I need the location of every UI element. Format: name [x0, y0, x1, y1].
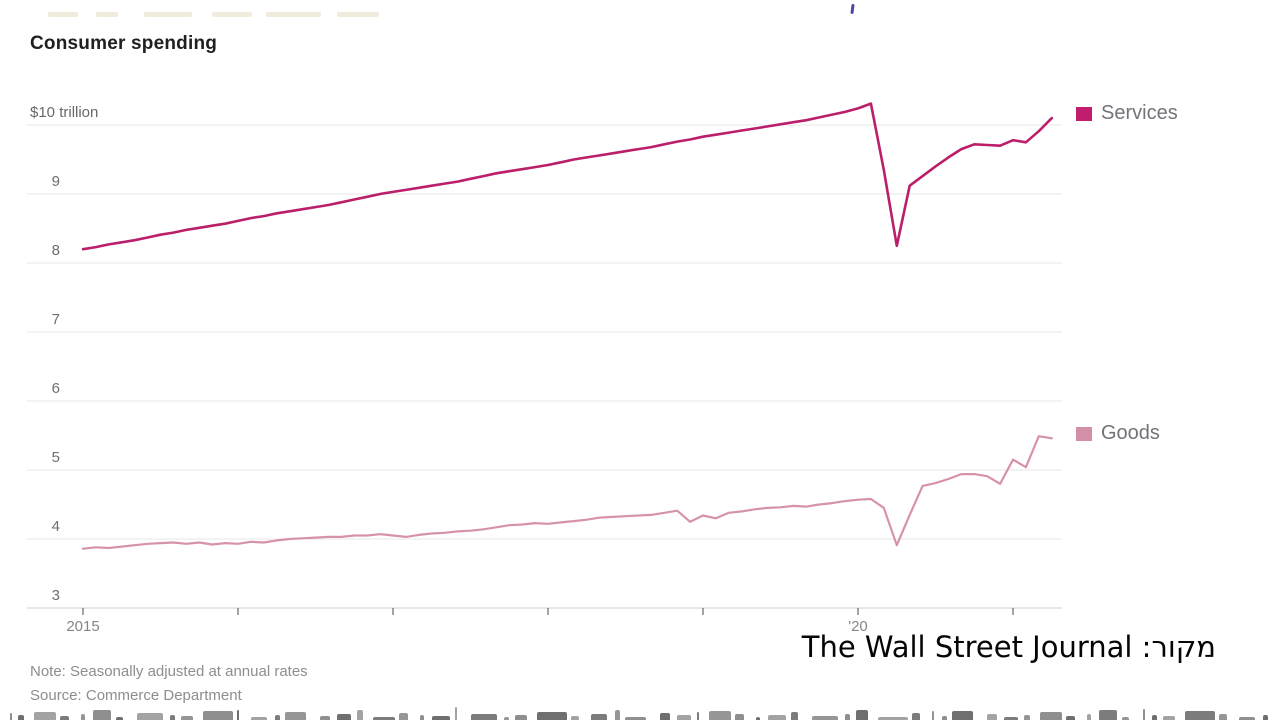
y-tick-label-6: 6	[51, 380, 60, 397]
clipped-glyph-fragment	[591, 714, 607, 720]
clipped-glyph-fragment	[735, 714, 744, 720]
clipped-glyph-fragment	[10, 713, 12, 720]
clipped-glyph-fragment	[987, 714, 997, 720]
clipped-glyph-fragment	[1263, 715, 1268, 720]
clipped-glyph-fragment	[203, 711, 233, 720]
clipped-glyph-fragment	[251, 717, 267, 720]
clipped-glyph-fragment	[756, 717, 760, 720]
clipped-glyph-fragment	[537, 712, 567, 720]
clipped-glyph-fragment	[48, 12, 78, 17]
clipped-glyph-fragment	[1004, 717, 1018, 720]
y-tick-label-7: 7	[51, 311, 60, 328]
chart-source: Source: Commerce Department	[30, 687, 242, 704]
clipped-glyph-fragment	[144, 12, 192, 17]
goods-swatch-icon	[1076, 426, 1092, 441]
clipped-glyph-fragment	[709, 711, 731, 720]
clipped-glyph-fragment	[1099, 710, 1117, 720]
clipped-glyph-fragment	[625, 717, 646, 720]
clipped-glyph-fragment	[697, 712, 699, 720]
clipped-glyph-fragment	[320, 716, 330, 720]
clipped-glyph-fragment	[399, 713, 408, 720]
clipped-glyph-fragment	[1087, 714, 1091, 720]
y-tick-label-8: 8	[51, 242, 60, 259]
legend-goods: Goods	[1076, 422, 1160, 445]
bottom-clipped-text-artifact	[0, 706, 1280, 720]
clipped-glyph-fragment	[34, 712, 56, 720]
clipped-glyph-fragment	[1024, 715, 1030, 720]
clipped-glyph-fragment	[1185, 711, 1215, 720]
clipped-glyph-fragment	[455, 707, 457, 720]
chart-title: Consumer spending	[30, 33, 218, 54]
y-tick-label-3: 3	[51, 587, 60, 604]
clipped-glyph-fragment	[1066, 716, 1075, 720]
y-tick-label-9: 9	[51, 173, 60, 190]
clipped-glyph-fragment	[96, 12, 118, 17]
clipped-glyph-fragment	[60, 716, 69, 720]
clipped-glyph-fragment	[1040, 712, 1062, 720]
clipped-glyph-fragment	[137, 713, 163, 720]
clipped-glyph-fragment	[337, 12, 379, 17]
clipped-glyph-fragment	[504, 717, 509, 720]
clipped-glyph-fragment	[337, 714, 351, 720]
clipped-glyph-fragment	[432, 716, 450, 720]
legend-services-label: Services	[1101, 102, 1178, 124]
y-tick-label-5: 5	[51, 449, 60, 466]
clipped-glyph-fragment	[1122, 717, 1129, 720]
clipped-glyph-fragment	[116, 717, 123, 720]
services-swatch-icon	[1076, 106, 1092, 121]
clipped-glyph-fragment	[812, 716, 838, 720]
clipped-glyph-fragment	[845, 714, 850, 720]
clipped-glyph-fragment	[791, 712, 798, 720]
external-credit-text: מקור: The Wall Street Journal	[801, 630, 1216, 664]
clipped-glyph-fragment	[373, 717, 395, 720]
clipped-glyph-fragment	[471, 714, 497, 720]
clipped-glyph-fragment	[275, 715, 280, 720]
clipped-glyph-fragment	[1152, 715, 1157, 720]
note-source-block: Note: Seasonally adjusted at annual rate…	[30, 660, 308, 708]
chart-note: Note: Seasonally adjusted at annual rate…	[30, 663, 308, 680]
clipped-glyph-fragment	[170, 715, 175, 720]
clipped-glyph-fragment	[515, 715, 527, 720]
clipped-glyph-fragment	[266, 12, 321, 17]
clipped-glyph-fragment	[1239, 717, 1255, 720]
clipped-glyph-fragment	[212, 12, 252, 17]
x-tick-label-2020: '20	[848, 618, 868, 635]
clipped-glyph-fragment	[357, 710, 363, 720]
clipped-glyph-fragment	[420, 715, 424, 720]
series-line-goods	[81, 435, 1053, 550]
clipped-glyph-fragment	[942, 716, 947, 720]
clipped-glyph-fragment	[93, 710, 111, 720]
clipped-glyph-fragment	[677, 715, 691, 720]
clipped-glyph-fragment	[932, 711, 934, 720]
clipped-glyph-fragment	[181, 716, 193, 720]
legend-goods-label: Goods	[1101, 422, 1160, 444]
legend-services: Services	[1076, 102, 1178, 125]
y-axis-top-label: $10 trillion	[30, 104, 99, 121]
clipped-glyph-fragment	[1219, 714, 1227, 720]
clipped-glyph-fragment	[878, 717, 908, 720]
clipped-glyph-fragment	[856, 710, 868, 720]
clipped-glyph-fragment	[571, 716, 579, 720]
clipped-glyph-fragment	[952, 711, 973, 720]
y-tick-label-4: 4	[51, 518, 60, 535]
series-line-services	[81, 102, 1054, 251]
clipped-glyph-fragment	[1143, 709, 1145, 720]
clipped-glyph-fragment	[912, 713, 920, 720]
clipped-glyph-fragment	[18, 715, 24, 720]
clipped-glyph-fragment	[768, 715, 786, 720]
clipped-glyph-fragment	[285, 712, 306, 720]
clipped-glyph-fragment	[81, 714, 85, 720]
clipped-glyph-fragment	[615, 710, 620, 720]
clipped-glyph-fragment	[1163, 716, 1175, 720]
clipped-glyph-fragment	[660, 713, 670, 720]
clipped-glyph-fragment	[237, 710, 239, 720]
x-tick-label-2015: 2015	[66, 618, 100, 635]
